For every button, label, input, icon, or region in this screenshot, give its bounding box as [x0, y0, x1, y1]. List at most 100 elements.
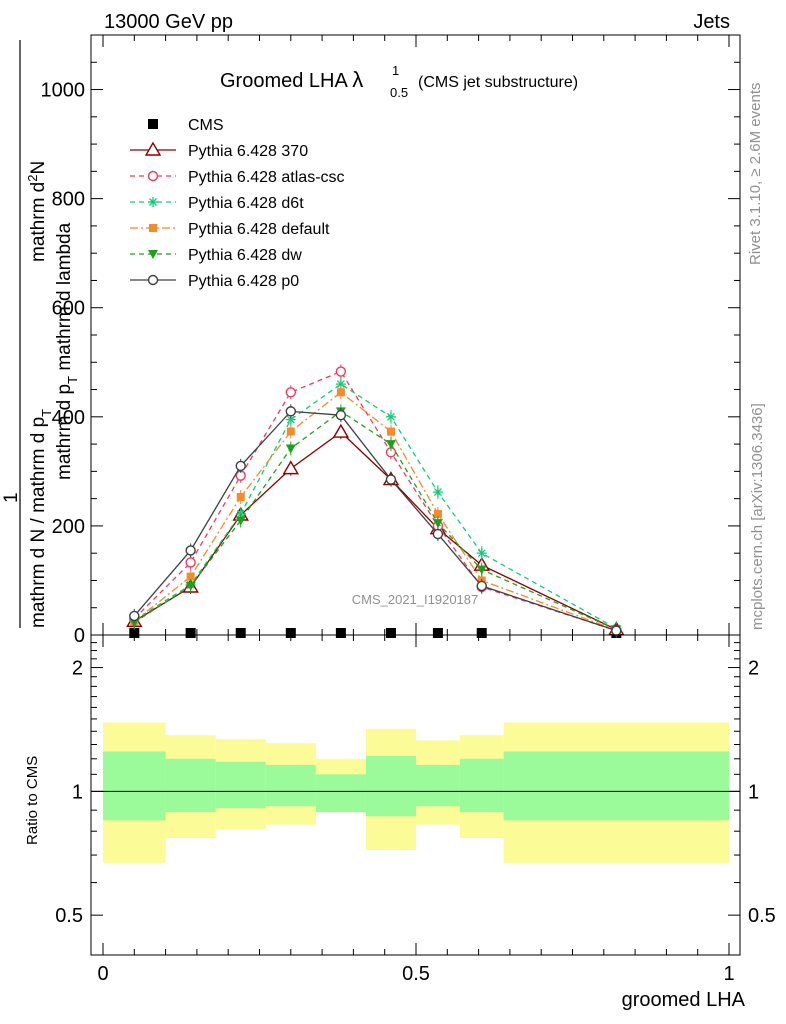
title-sub: 0.5: [390, 85, 408, 100]
y-label-numerator: mathrm d2N: [25, 161, 49, 262]
data-point: [433, 509, 442, 518]
legend-label: Pythia 6.428 370: [188, 143, 308, 160]
series-line: [133, 370, 617, 632]
title-sup: 1: [392, 63, 399, 78]
data-point: [185, 628, 196, 638]
ratio-band-inner: [365, 755, 416, 817]
ratio-band-inner: [103, 751, 166, 821]
y-tick-label: 1000: [41, 80, 86, 102]
y-label-denominator: mathrm d N / mathrm d pT: [28, 409, 54, 628]
series-line: [133, 391, 617, 631]
data-point: [147, 170, 159, 182]
ratio-band-inner: [459, 758, 504, 813]
data-point: [148, 250, 158, 259]
data-point: [285, 387, 296, 398]
data-point: [611, 625, 622, 636]
legend-label: Pythia 6.428 p0: [188, 273, 299, 290]
data-point: [282, 460, 300, 475]
ratio-band-inner: [215, 761, 266, 809]
data-point: [432, 487, 443, 498]
data-point: [385, 440, 396, 450]
data-point: [186, 572, 195, 581]
data-point: [476, 628, 487, 638]
data-point: [235, 460, 246, 472]
data-point: [285, 628, 296, 638]
data-point: [147, 274, 159, 286]
star-stroke: [477, 549, 486, 558]
star-stroke: [387, 412, 395, 421]
data-point: [332, 423, 350, 438]
series-layer: [126, 364, 625, 638]
y-tick-label: 400: [52, 407, 85, 429]
x-tick-label: 1: [723, 963, 734, 985]
rivet-label: Rivet 3.1.10, ≥ 2.6M events: [747, 83, 764, 266]
y-tick-label: 0: [74, 625, 85, 647]
data-point: [335, 366, 347, 377]
data-point: [144, 141, 162, 156]
y-tick-label: 600: [52, 298, 85, 320]
series-p0: [129, 404, 622, 638]
ratio-tick-label: 2: [748, 658, 759, 680]
legend-entry: Pythia 6.428 d6t: [130, 195, 304, 212]
data-point: [285, 406, 296, 417]
y-tick-label: 200: [52, 516, 85, 538]
star-stroke: [433, 488, 442, 497]
ratio-tick-label: 1: [748, 781, 759, 803]
data-point: [129, 628, 140, 638]
data-point: [149, 224, 157, 232]
data-point: [385, 474, 397, 485]
data-point: [185, 581, 196, 591]
data-point: [335, 409, 347, 421]
data-point: [148, 119, 158, 129]
legend: CMS Pythia 6.428 370 Pythia 6.428 atlas-cs…: [130, 117, 345, 290]
data-point: [335, 628, 346, 638]
y-label-one: 1: [1, 492, 22, 503]
star-stroke: [336, 380, 345, 389]
data-point: [386, 427, 395, 436]
data-point: [235, 516, 246, 526]
x-tick-label: 0: [97, 963, 108, 985]
data-point: [129, 610, 140, 622]
data-point: [185, 545, 196, 556]
data-point: [476, 580, 487, 592]
ratio-axis-label: Ratio to CMS: [24, 756, 41, 845]
data-point: [432, 519, 443, 529]
ratio-band-inner: [315, 774, 366, 813]
ratio-tick-label: 0.5: [55, 905, 83, 927]
data-point: [432, 528, 444, 540]
data-point: [286, 427, 295, 436]
x-tick-label: 0.5: [402, 963, 430, 985]
data-point: [385, 628, 396, 638]
ratio-band-inner: [165, 758, 216, 813]
legend-label: Pythia 6.428 dw: [188, 247, 302, 264]
series-CMS: [129, 628, 622, 638]
ratio-band-inner: [503, 751, 729, 821]
header-energy: 13000 GeV pp: [104, 11, 233, 33]
data-point: [476, 565, 487, 575]
legend-label: Pythia 6.428 d6t: [188, 195, 304, 212]
legend-entry: Pythia 6.428 p0: [130, 273, 299, 290]
data-point: [236, 493, 245, 501]
legend-label: Pythia 6.428 default: [188, 221, 330, 238]
watermark: CMS_2021_I1920187: [352, 592, 479, 607]
legend-label: Pythia 6.428 atlas-csc: [188, 169, 345, 186]
title-main: Groomed LHA λ: [220, 67, 363, 92]
star-stroke: [149, 198, 157, 206]
ratio-bands: [103, 722, 729, 863]
data-point: [336, 388, 345, 397]
main-panel: 0 200 400 600 800 1000: [41, 34, 741, 647]
ratio-tick-label: 1: [72, 781, 83, 803]
legend-label: CMS: [188, 117, 224, 134]
ratio-panel: 0.5 0.5 1 1 2 2 0 0.5 1: [55, 634, 776, 985]
title-suffix: (CMS jet substructure): [418, 74, 578, 91]
mcplots-label: mcplots.cern.ch [arXiv:1306.3436]: [749, 403, 766, 630]
data-point: [285, 444, 296, 454]
y-axis-label: mathrm d2N mathrm d pT mathrm d lambda 1…: [1, 40, 80, 628]
legend-entry: Pythia 6.428 default: [130, 221, 330, 238]
header-jets: Jets: [693, 11, 730, 33]
y-tick-label: 800: [52, 189, 85, 211]
data-point: [148, 197, 158, 207]
x-axis-label: groomed LHA: [622, 989, 746, 1011]
data-point: [385, 411, 396, 422]
